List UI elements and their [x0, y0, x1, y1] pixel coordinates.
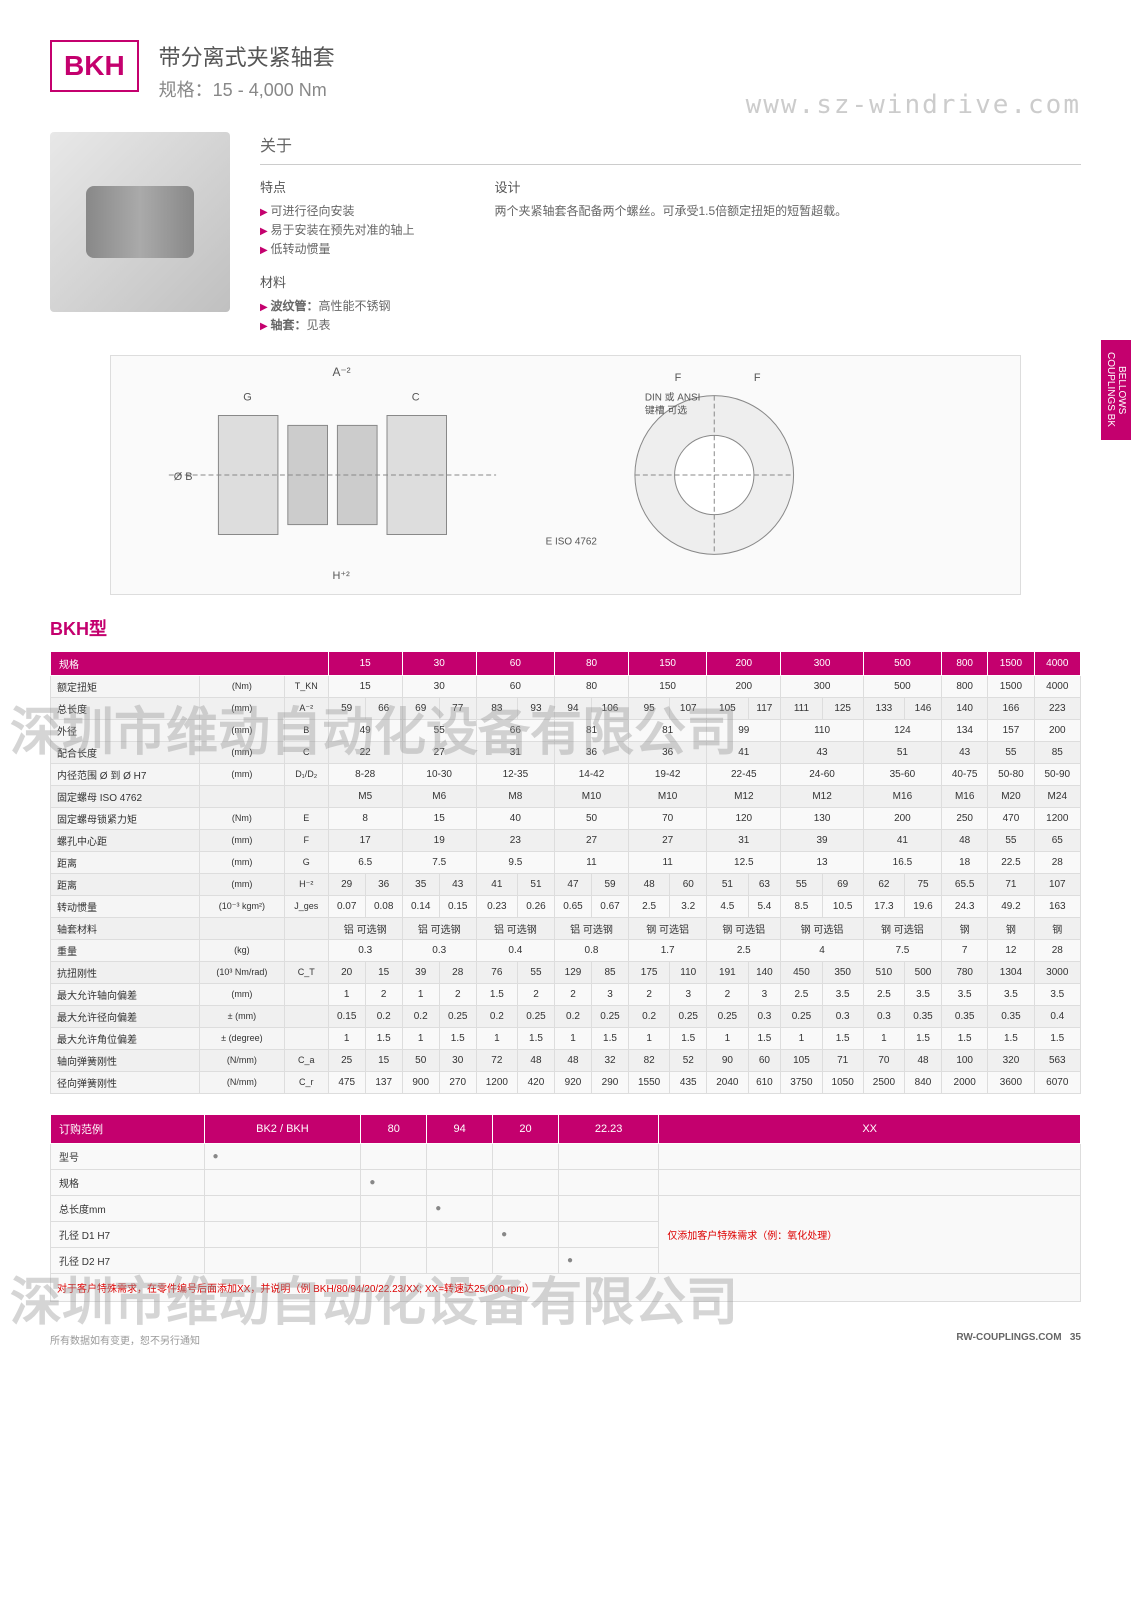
svg-text:E ISO 4762: E ISO 4762 — [546, 536, 598, 547]
features-heading: 特点 — [260, 177, 414, 196]
spec-table: 规格1530608015020030050080015004000 额定扭矩(N… — [50, 651, 1081, 1094]
order-table: 订购范例BK2 / BKH80942022.23XX 型号●规格●总长度mm●仅… — [50, 1114, 1081, 1302]
feature-item: 易于安装在预先对准的轴上 — [260, 221, 414, 240]
svg-text:键槽 可选: 键槽 可选 — [645, 403, 687, 416]
svg-text:H⁺²: H⁺² — [332, 570, 350, 582]
technical-diagram: A⁻² G C F F Ø B E ISO 4762 DIN 或 ANSI 键槽… — [110, 355, 1021, 595]
feature-item: 低转动惯量 — [260, 240, 414, 259]
page-title: 带分离式夹紧轴套 — [159, 40, 335, 72]
svg-text:Ø B: Ø B — [174, 471, 193, 483]
svg-text:A⁻²: A⁻² — [332, 365, 350, 379]
product-image — [50, 132, 230, 312]
model-title: BKH型 — [50, 615, 1081, 641]
svg-text:F: F — [675, 372, 682, 384]
footer-right: RW-COUPLINGS.COM 35 — [956, 1332, 1081, 1347]
about-heading: 关于 — [260, 132, 1081, 165]
material-item: 波纹管：高性能不锈钢 — [260, 297, 414, 316]
watermark-url: www.sz-windrive.com — [746, 90, 1081, 120]
logo-text: BKH — [64, 50, 125, 81]
side-tab: BELLOWS COUPLINGS BK — [1101, 340, 1131, 440]
material-item: 轴套：见表 — [260, 316, 414, 335]
svg-text:G: G — [243, 392, 251, 404]
svg-text:F: F — [754, 372, 761, 384]
page-subtitle: 规格：15 - 4,000 Nm — [159, 76, 335, 102]
svg-text:C: C — [412, 392, 420, 404]
footer-left: 所有数据如有变更，恕不另行通知 — [50, 1332, 200, 1347]
svg-text:DIN 或 ANSI: DIN 或 ANSI — [645, 392, 701, 404]
material-heading: 材料 — [260, 272, 414, 291]
feature-item: 可进行径向安装 — [260, 202, 414, 221]
logo-box: BKH — [50, 40, 139, 92]
design-text: 两个夹紧轴套各配备两个螺丝。可承受1.5倍额定扭矩的短暂超载。 — [494, 202, 847, 221]
design-heading: 设计 — [494, 177, 847, 196]
